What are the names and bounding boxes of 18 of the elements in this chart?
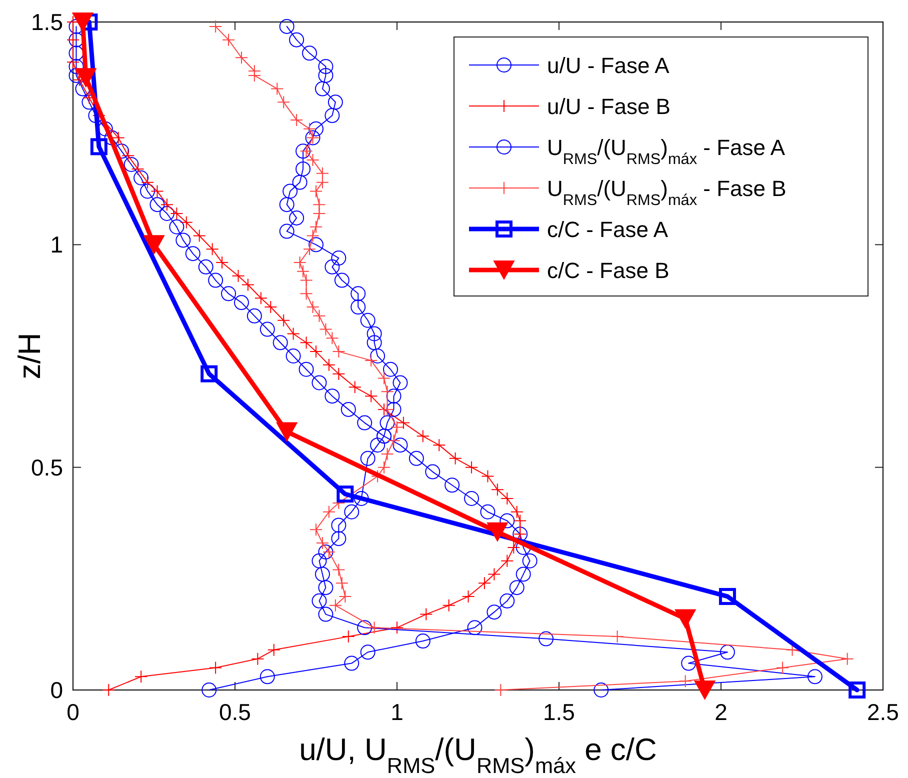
legend-label: U$_{RMS}$/(U$_{RMS}$)$_{máx}$ - Fase A [547,135,786,168]
y-tick-label: 0.5 [31,454,63,480]
x-tick-label: 1 [390,699,404,725]
x-tick-label: 0 [66,699,80,725]
legend-label: c/C - Fase B [547,258,670,283]
legend-label: U$_{RMS}$/(U$_{RMS}$)$_{máx}$ - Fase B [547,176,786,208]
x-tick-label: 0.5 [219,699,251,725]
y-tick-label: 1 [50,232,63,258]
x-tick-label: 2.5 [867,699,899,725]
x-tick-label: 1.5 [543,699,575,725]
x-axis-title: u/U, U$_{RMS}$/(U$_{RMS}$)$_{máx}$ e c/C [299,732,657,778]
y-tick-label: 1.5 [31,9,63,35]
legend-label: c/C - Fase A [547,217,668,242]
legend-label: u/U - Fase A [547,53,670,78]
y-tick-label: 0 [50,677,63,703]
legend-label: u/U - Fase B [547,94,670,119]
x-tick-label: 2 [714,699,728,725]
y-axis-title: z/H [12,332,47,380]
